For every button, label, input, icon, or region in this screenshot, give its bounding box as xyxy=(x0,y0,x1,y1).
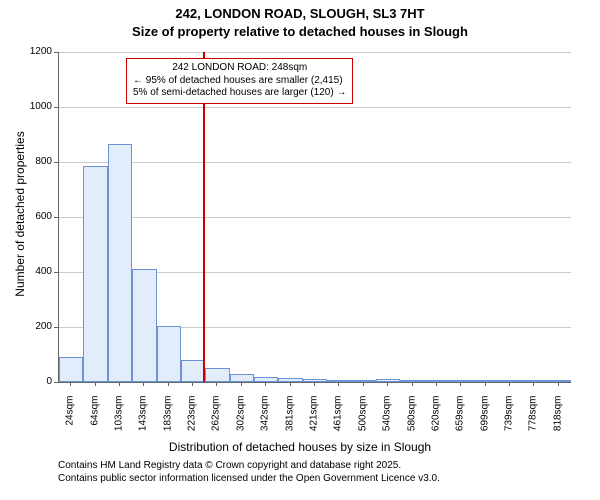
x-tick-label: 500sqm xyxy=(357,396,368,446)
x-tick xyxy=(168,382,169,386)
x-tick-label: 223sqm xyxy=(187,396,198,446)
x-tick xyxy=(119,382,120,386)
histogram-bar xyxy=(181,360,205,382)
histogram-bar xyxy=(522,380,546,382)
annotation-box: 242 LONDON ROAD: 248sqm ← 95% of detache… xyxy=(126,58,353,104)
x-tick-label: 580sqm xyxy=(406,396,417,446)
x-tick xyxy=(241,382,242,386)
y-tick xyxy=(54,52,58,53)
x-tick xyxy=(265,382,266,386)
x-tick-label: 143sqm xyxy=(138,396,149,446)
histogram-bar xyxy=(108,144,132,382)
x-tick-label: 342sqm xyxy=(260,396,271,446)
x-tick-label: 262sqm xyxy=(211,396,222,446)
x-tick xyxy=(460,382,461,386)
y-tick xyxy=(54,272,58,273)
x-tick-label: 302sqm xyxy=(235,396,246,446)
histogram-bar xyxy=(83,166,107,382)
x-tick xyxy=(216,382,217,386)
histogram-bar xyxy=(278,378,302,382)
y-tick-label: 1000 xyxy=(18,101,52,112)
x-tick xyxy=(485,382,486,386)
x-tick xyxy=(95,382,96,386)
y-tick-label: 800 xyxy=(18,156,52,167)
y-tick xyxy=(54,107,58,108)
x-tick xyxy=(314,382,315,386)
x-tick xyxy=(533,382,534,386)
histogram-bar xyxy=(205,368,229,382)
y-tick-label: 0 xyxy=(18,376,52,387)
x-tick xyxy=(436,382,437,386)
y-tick-label: 400 xyxy=(18,266,52,277)
histogram-bar xyxy=(449,380,473,382)
x-tick-label: 64sqm xyxy=(89,396,100,446)
gridline xyxy=(59,107,571,108)
histogram-bar xyxy=(473,380,497,382)
footer-line-1: Contains HM Land Registry data © Crown c… xyxy=(58,460,440,473)
x-tick-label: 24sqm xyxy=(65,396,76,446)
histogram-bar xyxy=(327,380,351,382)
chart-title-sub: Size of property relative to detached ho… xyxy=(0,24,600,39)
y-tick xyxy=(54,217,58,218)
footer-attribution: Contains HM Land Registry data © Crown c… xyxy=(58,460,440,485)
histogram-bar xyxy=(352,380,376,382)
y-tick-label: 200 xyxy=(18,321,52,332)
x-tick-label: 818sqm xyxy=(552,396,563,446)
histogram-bar xyxy=(400,380,424,382)
x-tick-label: 699sqm xyxy=(479,396,490,446)
x-tick-label: 620sqm xyxy=(430,396,441,446)
x-tick-label: 778sqm xyxy=(528,396,539,446)
histogram-bar xyxy=(425,380,449,382)
y-tick xyxy=(54,382,58,383)
gridline xyxy=(59,52,571,53)
x-tick-label: 421sqm xyxy=(309,396,320,446)
x-tick xyxy=(290,382,291,386)
annotation-line-3: 5% of semi-detached houses are larger (1… xyxy=(133,87,346,100)
footer-line-2: Contains public sector information licen… xyxy=(58,473,440,486)
y-tick-label: 600 xyxy=(18,211,52,222)
histogram-bar xyxy=(254,377,278,383)
x-tick-label: 103sqm xyxy=(113,396,124,446)
y-tick-label: 1200 xyxy=(18,46,52,57)
gridline xyxy=(59,162,571,163)
histogram-bar xyxy=(59,357,83,382)
x-tick-label: 183sqm xyxy=(162,396,173,446)
chart-container: { "chart": { "type": "histogram", "title… xyxy=(0,0,600,500)
annotation-line-1: 242 LONDON ROAD: 248sqm xyxy=(133,62,346,75)
x-tick xyxy=(558,382,559,386)
x-tick xyxy=(387,382,388,386)
y-tick xyxy=(54,327,58,328)
x-tick xyxy=(509,382,510,386)
x-tick xyxy=(70,382,71,386)
x-tick xyxy=(363,382,364,386)
x-tick xyxy=(338,382,339,386)
histogram-bar xyxy=(547,380,571,382)
y-tick xyxy=(54,162,58,163)
x-tick-label: 659sqm xyxy=(455,396,466,446)
gridline xyxy=(59,217,571,218)
x-tick-label: 739sqm xyxy=(504,396,515,446)
x-tick-label: 540sqm xyxy=(382,396,393,446)
histogram-bar xyxy=(132,269,156,382)
x-tick xyxy=(192,382,193,386)
histogram-bar xyxy=(230,374,254,382)
chart-title-main: 242, LONDON ROAD, SLOUGH, SL3 7HT xyxy=(0,6,600,21)
x-tick xyxy=(143,382,144,386)
x-tick xyxy=(412,382,413,386)
histogram-bar xyxy=(157,326,181,382)
annotation-line-2: ← 95% of detached houses are smaller (2,… xyxy=(133,75,346,88)
x-tick-label: 381sqm xyxy=(284,396,295,446)
x-tick-label: 461sqm xyxy=(333,396,344,446)
